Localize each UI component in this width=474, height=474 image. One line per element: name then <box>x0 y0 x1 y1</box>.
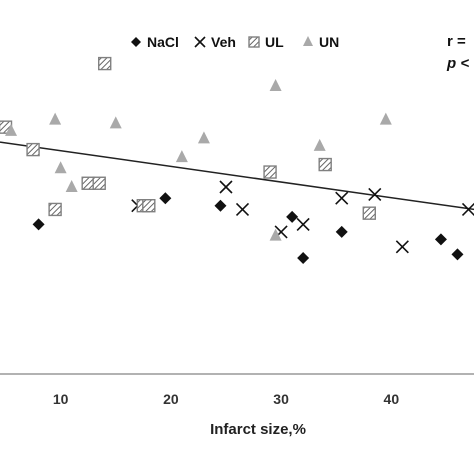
point-un <box>5 123 18 136</box>
legend-marker-ul <box>248 36 260 48</box>
point-veh <box>368 187 382 202</box>
x-tick-label: 10 <box>53 391 69 407</box>
p-annotation: p < <box>446 55 469 72</box>
legend-label: NaCl <box>147 34 179 50</box>
point-un <box>54 161 67 174</box>
point-nacl <box>335 225 348 238</box>
series-un <box>5 79 392 241</box>
point-ul <box>263 165 277 179</box>
legend-marker-nacl <box>131 37 141 47</box>
data-points <box>0 56 474 265</box>
point-nacl <box>451 248 464 261</box>
x-tick-labels: 10 20 30 40 <box>53 391 399 407</box>
point-un <box>109 116 122 129</box>
point-ul <box>318 157 332 172</box>
trendline <box>0 141 474 211</box>
point-un <box>65 180 78 192</box>
legend: NaCl Veh UL UN <box>131 34 339 50</box>
point-ul <box>362 206 376 220</box>
x-axis-title: Infarct size,% <box>210 421 306 438</box>
x-tick-label: 20 <box>163 391 179 407</box>
point-un <box>175 150 188 163</box>
point-nacl <box>286 210 299 223</box>
point-ul <box>92 176 106 190</box>
series-nacl <box>32 192 464 265</box>
x-tick-label: 40 <box>384 391 400 407</box>
point-veh <box>235 202 250 217</box>
trendline-group <box>0 141 474 211</box>
legend-marker-veh <box>194 36 206 48</box>
point-nacl <box>297 252 310 265</box>
legend-item-veh: Veh <box>194 34 236 50</box>
point-ul <box>26 142 40 157</box>
legend-label: Veh <box>211 34 236 50</box>
point-un <box>269 79 282 92</box>
legend-marker-un <box>303 36 313 46</box>
point-ul <box>142 198 156 213</box>
point-veh <box>395 240 409 254</box>
series-veh <box>131 180 474 254</box>
point-ul <box>98 56 112 71</box>
point-ul <box>48 202 62 217</box>
legend-item-ul: UL <box>248 34 284 50</box>
point-ul <box>81 176 95 190</box>
legend-item-un: UN <box>303 34 339 50</box>
point-un <box>49 112 62 125</box>
point-nacl <box>159 192 172 205</box>
series-ul <box>0 56 376 220</box>
correlation-annotation: r = p < <box>446 33 469 72</box>
legend-item-nacl: NaCl <box>131 34 179 50</box>
point-veh <box>219 180 233 194</box>
point-veh <box>335 191 349 205</box>
legend-label: UN <box>319 34 339 50</box>
point-un <box>313 138 326 151</box>
point-veh <box>461 202 474 217</box>
point-un <box>269 228 282 241</box>
x-tick-label: 30 <box>273 391 289 407</box>
point-nacl <box>214 199 227 212</box>
point-veh <box>296 217 310 231</box>
point-nacl <box>32 218 45 231</box>
legend-label: UL <box>265 34 284 50</box>
point-un <box>197 131 210 144</box>
point-nacl <box>434 233 447 246</box>
point-un <box>379 112 392 125</box>
r-annotation: r = <box>447 33 466 50</box>
